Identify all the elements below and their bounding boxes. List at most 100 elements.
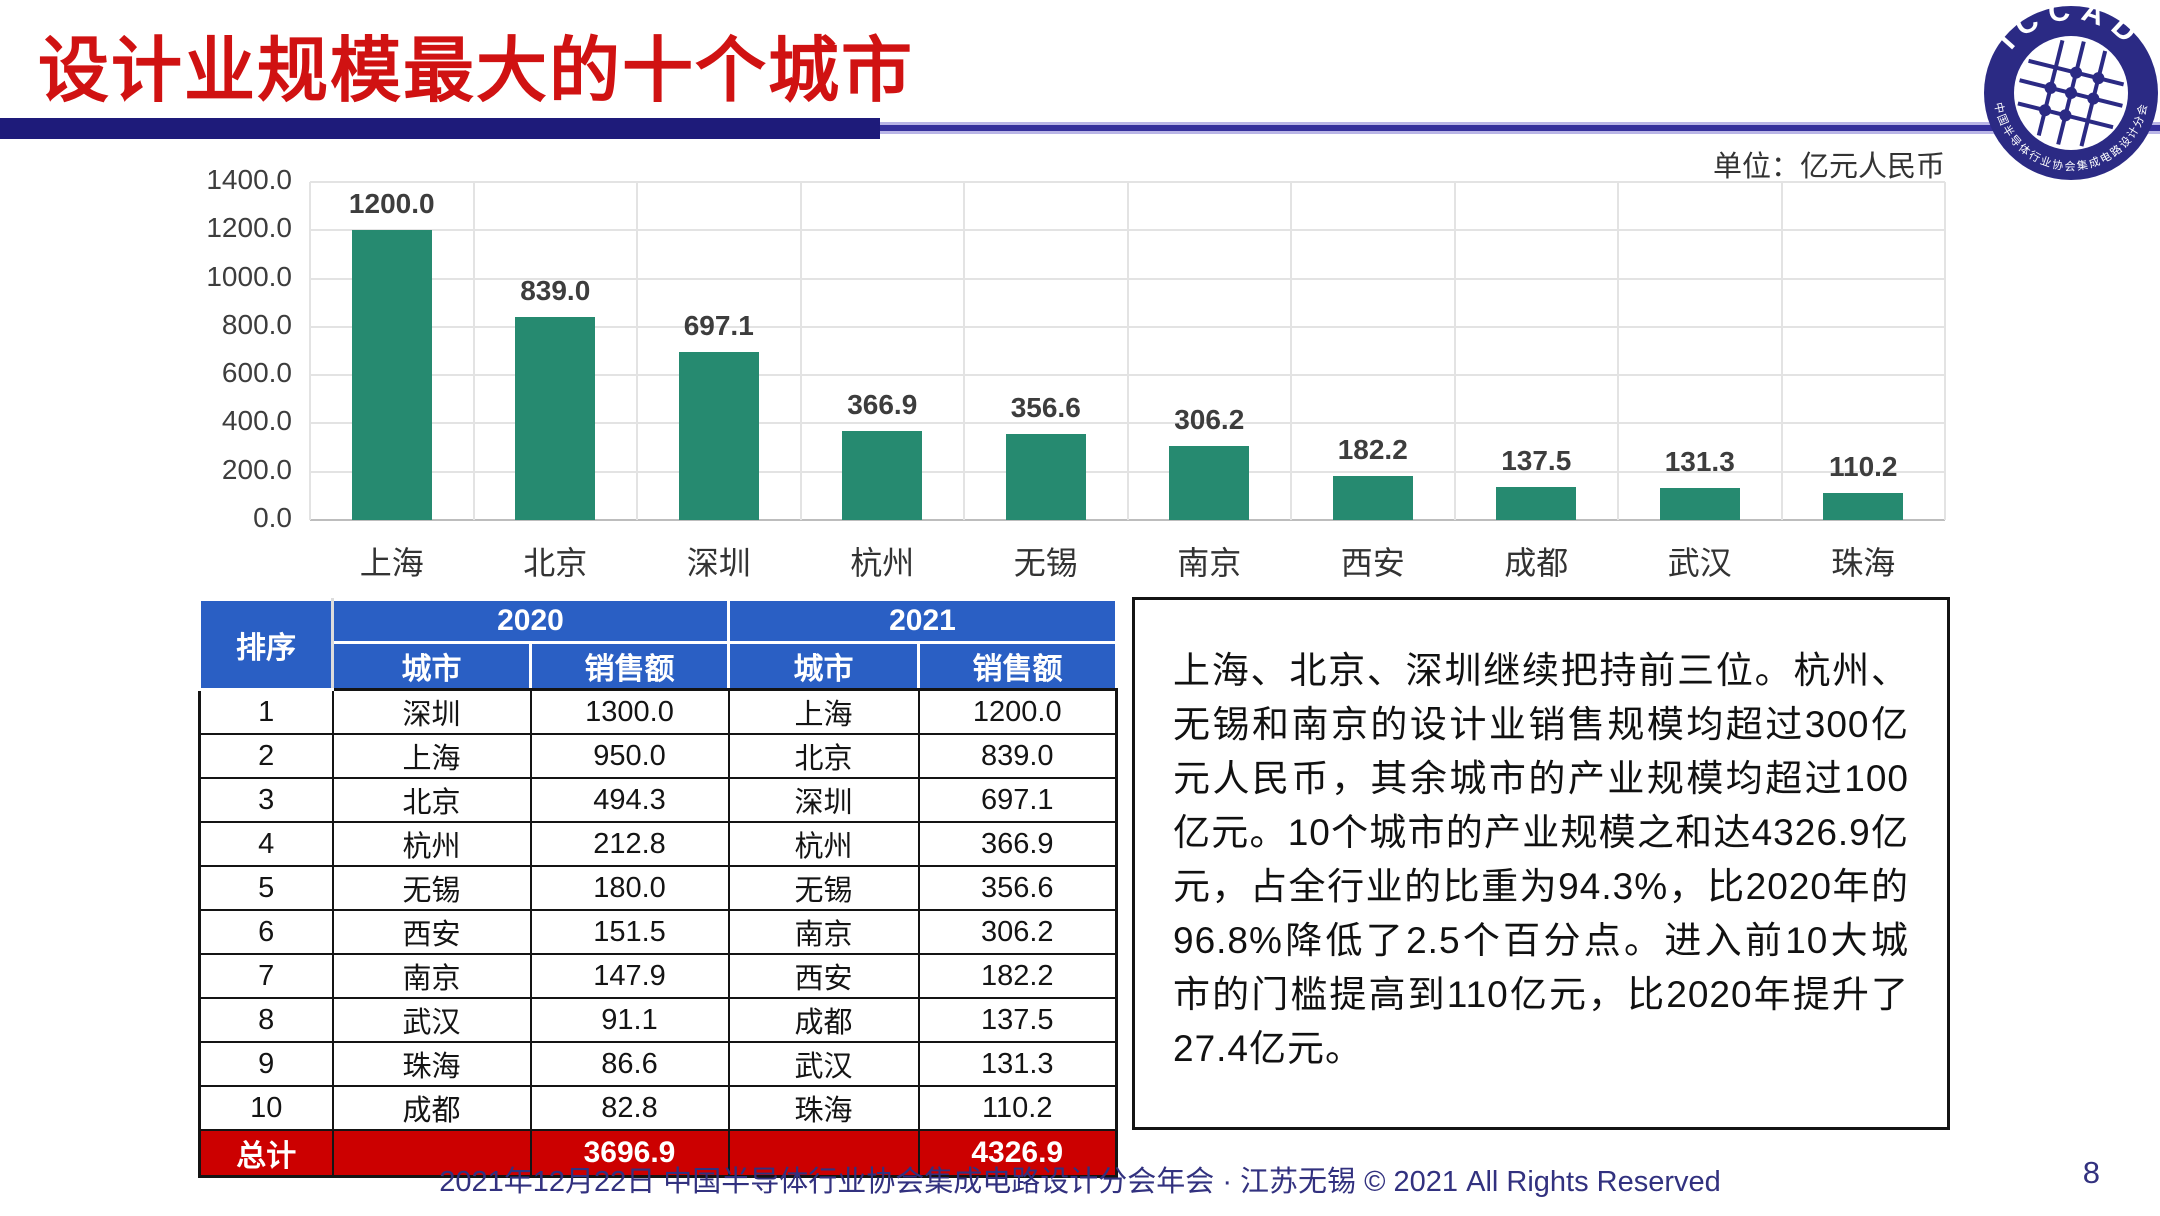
bar-value-label: 839.0	[520, 275, 591, 307]
total-label: 总计	[198, 1129, 334, 1178]
total-empty-2020-city	[331, 1129, 532, 1178]
title-underline-line	[880, 125, 2160, 131]
gridline-v	[963, 182, 965, 520]
city-2020-cell: 成都	[331, 1085, 532, 1131]
bar-无锡	[1005, 433, 1086, 520]
gridline-v	[1126, 182, 1129, 520]
total-sales-2020: 3696.9	[529, 1129, 730, 1178]
x-axis-category-label: 上海	[359, 545, 424, 581]
sales-2021-cell: 1200.0	[917, 688, 1118, 735]
bar-西安	[1332, 476, 1413, 520]
table-row: 6 西安 151.5 南京 306.2	[198, 909, 1118, 955]
bar-珠海	[1823, 493, 1904, 520]
bar-value-label: 182.2	[1337, 434, 1408, 465]
table-header: 排序 2020 2021 城市 销售额 城市 销售额	[198, 598, 1118, 691]
x-axis-category-label: 深圳	[686, 545, 751, 581]
y-axis-tick-label: 1000.0	[206, 260, 292, 292]
rank-cell: 1	[198, 688, 334, 735]
y-axis-tick-label: 200.0	[221, 453, 292, 485]
table-row: 4 杭州 212.8 杭州 366.9	[198, 821, 1118, 867]
gridline-v	[309, 182, 311, 520]
sales-2020-cell: 212.8	[529, 821, 730, 867]
header-year-2021: 2021	[727, 598, 1118, 644]
city-2021-cell: 南京	[727, 909, 920, 955]
analysis-note-box: 上海、北京、深圳继续把持前三位。杭州、无锡和南京的设计业销售规模均超过300亿元…	[1132, 597, 1950, 1130]
rank-cell: 6	[198, 909, 334, 955]
gridline-v	[799, 182, 802, 520]
table-total-row: 总计 3696.9 4326.9	[198, 1129, 1118, 1178]
table-row: 9 珠海 86.6 武汉 131.3	[198, 1041, 1118, 1087]
city-2020-cell: 深圳	[331, 688, 532, 735]
rank-cell: 5	[198, 865, 334, 911]
sales-2020-cell: 151.5	[529, 909, 730, 955]
table-row: 3 北京 494.3 深圳 697.1	[198, 777, 1118, 823]
rank-cell: 8	[198, 997, 334, 1043]
gridline-v	[1617, 182, 1619, 520]
sales-2020-cell: 180.0	[529, 865, 730, 911]
y-axis-tick-label: 1400.0	[206, 164, 292, 195]
sales-2020-cell: 91.1	[529, 997, 730, 1043]
sales-2021-cell: 131.3	[917, 1041, 1118, 1087]
bar-深圳	[678, 351, 759, 520]
bar-武汉	[1659, 488, 1740, 520]
sales-2020-cell: 82.8	[529, 1085, 730, 1131]
city-2021-cell: 珠海	[727, 1085, 920, 1131]
sales-2020-cell: 494.3	[529, 777, 730, 823]
city-2020-cell: 北京	[331, 777, 532, 823]
city-2020-cell: 珠海	[331, 1041, 532, 1087]
bar-value-label: 356.6	[1010, 391, 1081, 423]
bar-上海	[351, 230, 432, 520]
chart-unit-label: 单位：亿元人民币	[1712, 151, 1945, 183]
bar-value-label: 137.5	[1501, 444, 1572, 476]
x-axis-category-label: 珠海	[1831, 545, 1896, 581]
total-sales-2021: 4326.9	[917, 1129, 1118, 1178]
y-axis-tick-label: 0.0	[253, 502, 292, 533]
table-row: 7 南京 147.9 西安 182.2	[198, 953, 1118, 999]
table-body: 1 深圳 1300.0 上海 1200.0 2 上海 950.0 北京 839.0 3 北京 494.3…	[198, 688, 1118, 1131]
header-city-2021: 城市	[727, 641, 920, 691]
table-row: 8 武汉 91.1 成都 137.5	[198, 997, 1118, 1043]
bar-value-label: 697.1	[683, 309, 754, 341]
sales-2021-cell: 356.6	[917, 865, 1118, 911]
sales-2021-cell: 137.5	[917, 997, 1118, 1043]
gridline-v	[1290, 182, 1292, 520]
city-2021-cell: 深圳	[727, 777, 920, 823]
sales-2021-cell: 366.9	[917, 821, 1118, 867]
city-2021-cell: 无锡	[727, 865, 920, 911]
table-row: 1 深圳 1300.0 上海 1200.0	[198, 688, 1118, 735]
rank-cell: 2	[198, 733, 334, 779]
gridline-v	[1944, 182, 1946, 520]
bar-杭州	[842, 431, 923, 520]
rank-cell: 9	[198, 1041, 334, 1087]
city-2021-cell: 成都	[727, 997, 920, 1043]
bar-成都	[1496, 486, 1577, 520]
iccad-logo: ICCAD 中国半导体行业协会集成电路设计分会	[1984, 4, 2158, 180]
table-row: 10 成都 82.8 珠海 110.2	[198, 1085, 1118, 1131]
city-2021-cell: 西安	[727, 953, 920, 999]
y-axis-tick-label: 1200.0	[206, 212, 292, 244]
logo-circuit-nodes	[2039, 66, 2105, 122]
sales-2021-cell: 839.0	[917, 733, 1118, 779]
y-axis-tick-label: 400.0	[221, 405, 292, 437]
sales-2021-cell: 306.2	[917, 909, 1118, 955]
footer-text: 2021年12月22日 中国半导体行业协会集成电路设计分会年会 · 江苏无锡 ©…	[439, 1166, 1721, 1198]
analysis-note-text: 上海、北京、深圳继续把持前三位。杭州、无锡和南京的设计业销售规模均超过300亿元…	[1173, 650, 1909, 1070]
city-2021-cell: 杭州	[727, 821, 920, 867]
city-2021-cell: 北京	[727, 733, 920, 779]
x-axis-category-label: 武汉	[1667, 545, 1732, 581]
bar-value-label: 366.9	[847, 389, 918, 421]
y-axis-tick-label: 800.0	[221, 308, 292, 340]
x-axis-category-label: 北京	[523, 545, 588, 581]
city-2020-cell: 武汉	[331, 997, 532, 1043]
x-axis-category-label: 杭州	[850, 545, 915, 581]
sales-2021-cell: 182.2	[917, 953, 1118, 999]
x-axis-category-label: 西安	[1340, 545, 1405, 581]
city-2020-cell: 南京	[331, 953, 532, 999]
city-2021-cell: 武汉	[727, 1041, 920, 1087]
rank-cell: 10	[198, 1085, 334, 1131]
header-sales-2021: 销售额	[917, 641, 1118, 691]
gridline-h	[310, 519, 1945, 521]
city-2020-cell: 无锡	[331, 865, 532, 911]
bar-value-label: 306.2	[1174, 404, 1245, 436]
